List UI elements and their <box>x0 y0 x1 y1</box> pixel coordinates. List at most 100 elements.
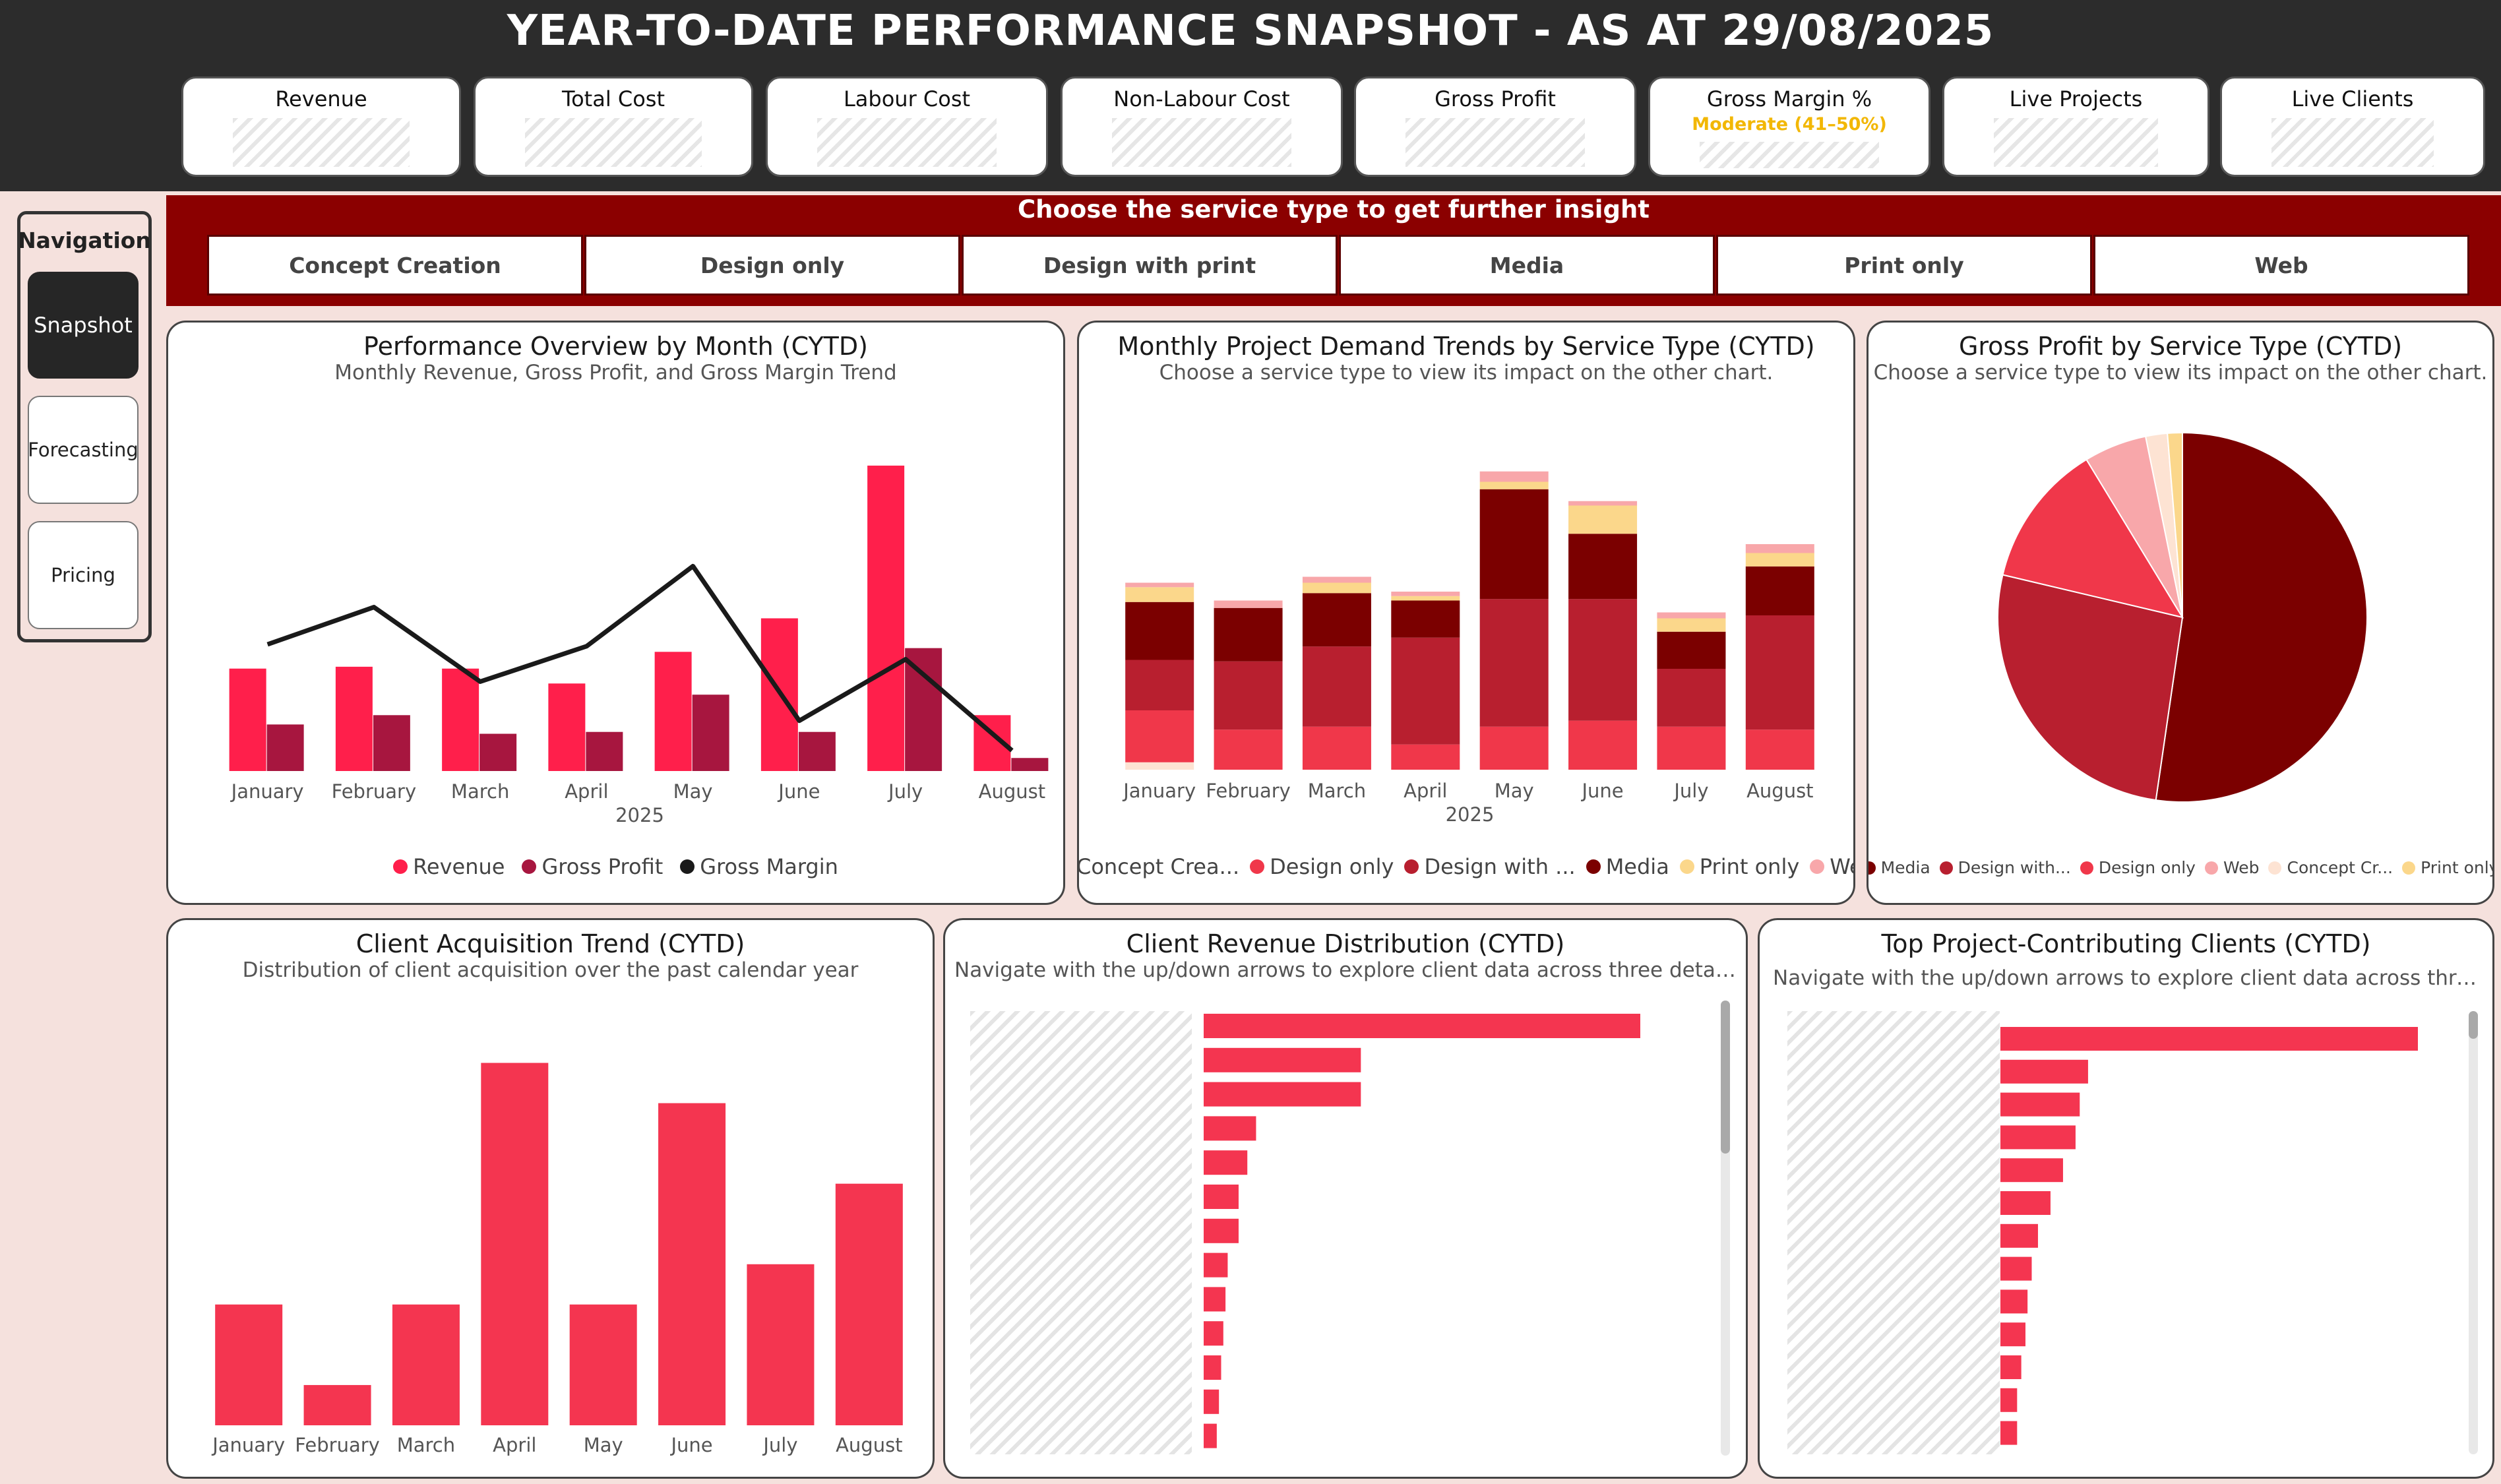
legend-label: Design only <box>1270 854 1394 879</box>
legend-item[interactable]: Design only <box>2080 858 2196 877</box>
legend-item[interactable]: Print only <box>2402 858 2492 877</box>
stacked-segment-design-only <box>1125 710 1194 762</box>
client-bar <box>1204 1185 1239 1209</box>
gross-profit-bar <box>479 733 517 771</box>
slicer-option-web[interactable]: Web <box>2093 235 2469 295</box>
stacked-segment-design-only <box>1214 729 1283 770</box>
gross-profit-bar <box>266 724 304 771</box>
x-tick-label: February <box>332 780 417 803</box>
legend-label: Revenue <box>413 854 505 879</box>
kpi-card-gross-profit[interactable]: Gross Profit <box>1354 77 1636 177</box>
stacked-segment-web <box>1214 600 1283 608</box>
acquisition-bar <box>303 1384 371 1425</box>
legend-item[interactable]: Design only <box>1250 854 1394 879</box>
kpi-card-live-projects[interactable]: Live Projects <box>1942 77 2209 177</box>
nav-forecasting-button[interactable]: Forecasting <box>28 396 139 504</box>
kpi-card-revenue[interactable]: Revenue <box>181 77 461 177</box>
legend-dot <box>2204 861 2218 875</box>
kpi-card-total-cost[interactable]: Total Cost <box>474 77 753 177</box>
stacked-segment-web <box>1568 501 1638 506</box>
client-bar <box>1204 1321 1223 1346</box>
kpi-card-labour-cost[interactable]: Labour Cost <box>766 77 1048 177</box>
gross-profit-bar <box>798 731 836 771</box>
x-tick-label: August <box>1746 780 1814 802</box>
x-tick-label: July <box>762 1434 797 1456</box>
performance-chart[interactable]: January February March April May June July Augu… <box>168 323 1065 905</box>
scrollbar-track[interactable] <box>2469 1011 2478 1454</box>
navigation-title: Navigation <box>18 228 151 253</box>
legend-item[interactable]: Revenue <box>393 854 505 879</box>
legend-item[interactable]: Web <box>1810 854 1853 879</box>
stacked-segment-design-with-print <box>1391 637 1460 745</box>
legend-dot <box>1250 859 1265 874</box>
stacked-segment-design-only <box>1302 726 1371 770</box>
stacked-segment-web <box>1479 471 1549 482</box>
kpi-card-gross-margin[interactable]: Gross Margin % Moderate (41–50%) <box>1648 77 1930 177</box>
x-axis-year-label: 2025 <box>615 804 664 826</box>
legend-item[interactable]: Media <box>1586 854 1669 879</box>
kpi-card-live-clients[interactable]: Live Clients <box>2220 77 2485 177</box>
kpi-label: Labour Cost <box>843 86 971 111</box>
legend-item[interactable]: Print only <box>1679 854 1800 879</box>
legend-item[interactable]: Concept Crea... <box>1079 854 1239 879</box>
client-acquisition-card: Client Acquisition Trend (CYTD) Distribu… <box>166 918 935 1479</box>
acquisition-bar <box>747 1264 815 1425</box>
x-tick-label: April <box>1404 780 1447 802</box>
nav-snapshot-button[interactable]: Snapshot <box>28 272 139 379</box>
scrollbar-thumb[interactable] <box>2469 1011 2478 1039</box>
slicer-option-media[interactable]: Media <box>1339 235 1715 295</box>
legend-item[interactable]: Design with ... <box>1404 854 1576 879</box>
legend-item[interactable]: Gross Margin <box>680 854 838 879</box>
page-title: YEAR-TO-DATE PERFORMANCE SNAPSHOT - AS A… <box>507 7 1994 55</box>
stacked-segment-design-with-print <box>1302 646 1371 727</box>
x-tick-label: March <box>451 780 509 803</box>
legend-item[interactable]: Design with... <box>1939 858 2071 877</box>
stacked-segment-design-with-print <box>1745 615 1814 730</box>
client-revenue-card: Client Revenue Distribution (CYTD) Navig… <box>943 918 1748 1479</box>
acquisition-bar <box>658 1103 726 1425</box>
top-clients-bar-chart[interactable] <box>1760 920 2494 1479</box>
legend-item[interactable]: Gross Profit <box>522 854 663 879</box>
client-bar <box>2000 1092 2080 1117</box>
legend-label: Design only <box>2098 858 2196 877</box>
client-bar <box>2000 1256 2032 1281</box>
gross-profit-bar <box>905 648 942 771</box>
slicer-option-concept-creation[interactable]: Concept Creation <box>207 235 583 295</box>
revenue-bar <box>335 666 373 771</box>
x-tick-label: July <box>1673 780 1708 802</box>
legend-item[interactable]: Media <box>1868 858 1930 877</box>
client-revenue-bar-chart[interactable] <box>945 920 1748 1479</box>
client-acquisition-chart[interactable]: January February March April May June July Augu… <box>168 920 935 1479</box>
client-bar <box>2000 1223 2038 1248</box>
slicer-option-print-only[interactable]: Print only <box>1716 235 2092 295</box>
x-tick-label: April <box>565 780 608 803</box>
kpi-label: Total Cost <box>561 86 665 111</box>
x-tick-label: June <box>1580 780 1623 802</box>
pie-slice-print-only <box>2167 431 2183 618</box>
top-clients-card: Top Project-Contributing Clients (CYTD) … <box>1758 918 2494 1479</box>
legend-label: Design with... <box>1958 858 2071 877</box>
legend-label: Print only <box>1699 854 1800 879</box>
client-bar <box>1204 1423 1217 1448</box>
scrollbar-thumb[interactable] <box>1721 1001 1730 1154</box>
stacked-segment-design-with-print <box>1125 660 1194 710</box>
nav-pricing-button[interactable]: Pricing <box>28 521 139 629</box>
stacked-segment-print-only <box>1302 582 1371 594</box>
client-bar <box>1204 1287 1226 1312</box>
client-bar <box>1204 1389 1220 1414</box>
gross-profit-pie-chart[interactable] <box>1868 323 2494 905</box>
demand-chart[interactable]: January February March April May June July Augu… <box>1079 323 1855 905</box>
client-bar <box>1204 1150 1248 1175</box>
slicer-option-design-with-print[interactable]: Design with print <box>962 235 1338 295</box>
stacked-segment-design-only <box>1568 720 1638 770</box>
legend-label: Web <box>2223 858 2260 877</box>
acquisition-bar <box>392 1304 460 1425</box>
kpi-value-redacted <box>2271 118 2434 167</box>
chart-legend: Revenue Gross Profit Gross Margin <box>168 854 1063 879</box>
slicer-option-design-only[interactable]: Design only <box>584 235 960 295</box>
legend-item[interactable]: Web <box>2204 858 2260 877</box>
client-bar <box>1204 1218 1239 1243</box>
kpi-value-redacted <box>817 118 997 167</box>
kpi-card-non-labour-cost[interactable]: Non-Labour Cost <box>1061 77 1343 177</box>
legend-item[interactable]: Concept Cr... <box>2268 858 2393 877</box>
